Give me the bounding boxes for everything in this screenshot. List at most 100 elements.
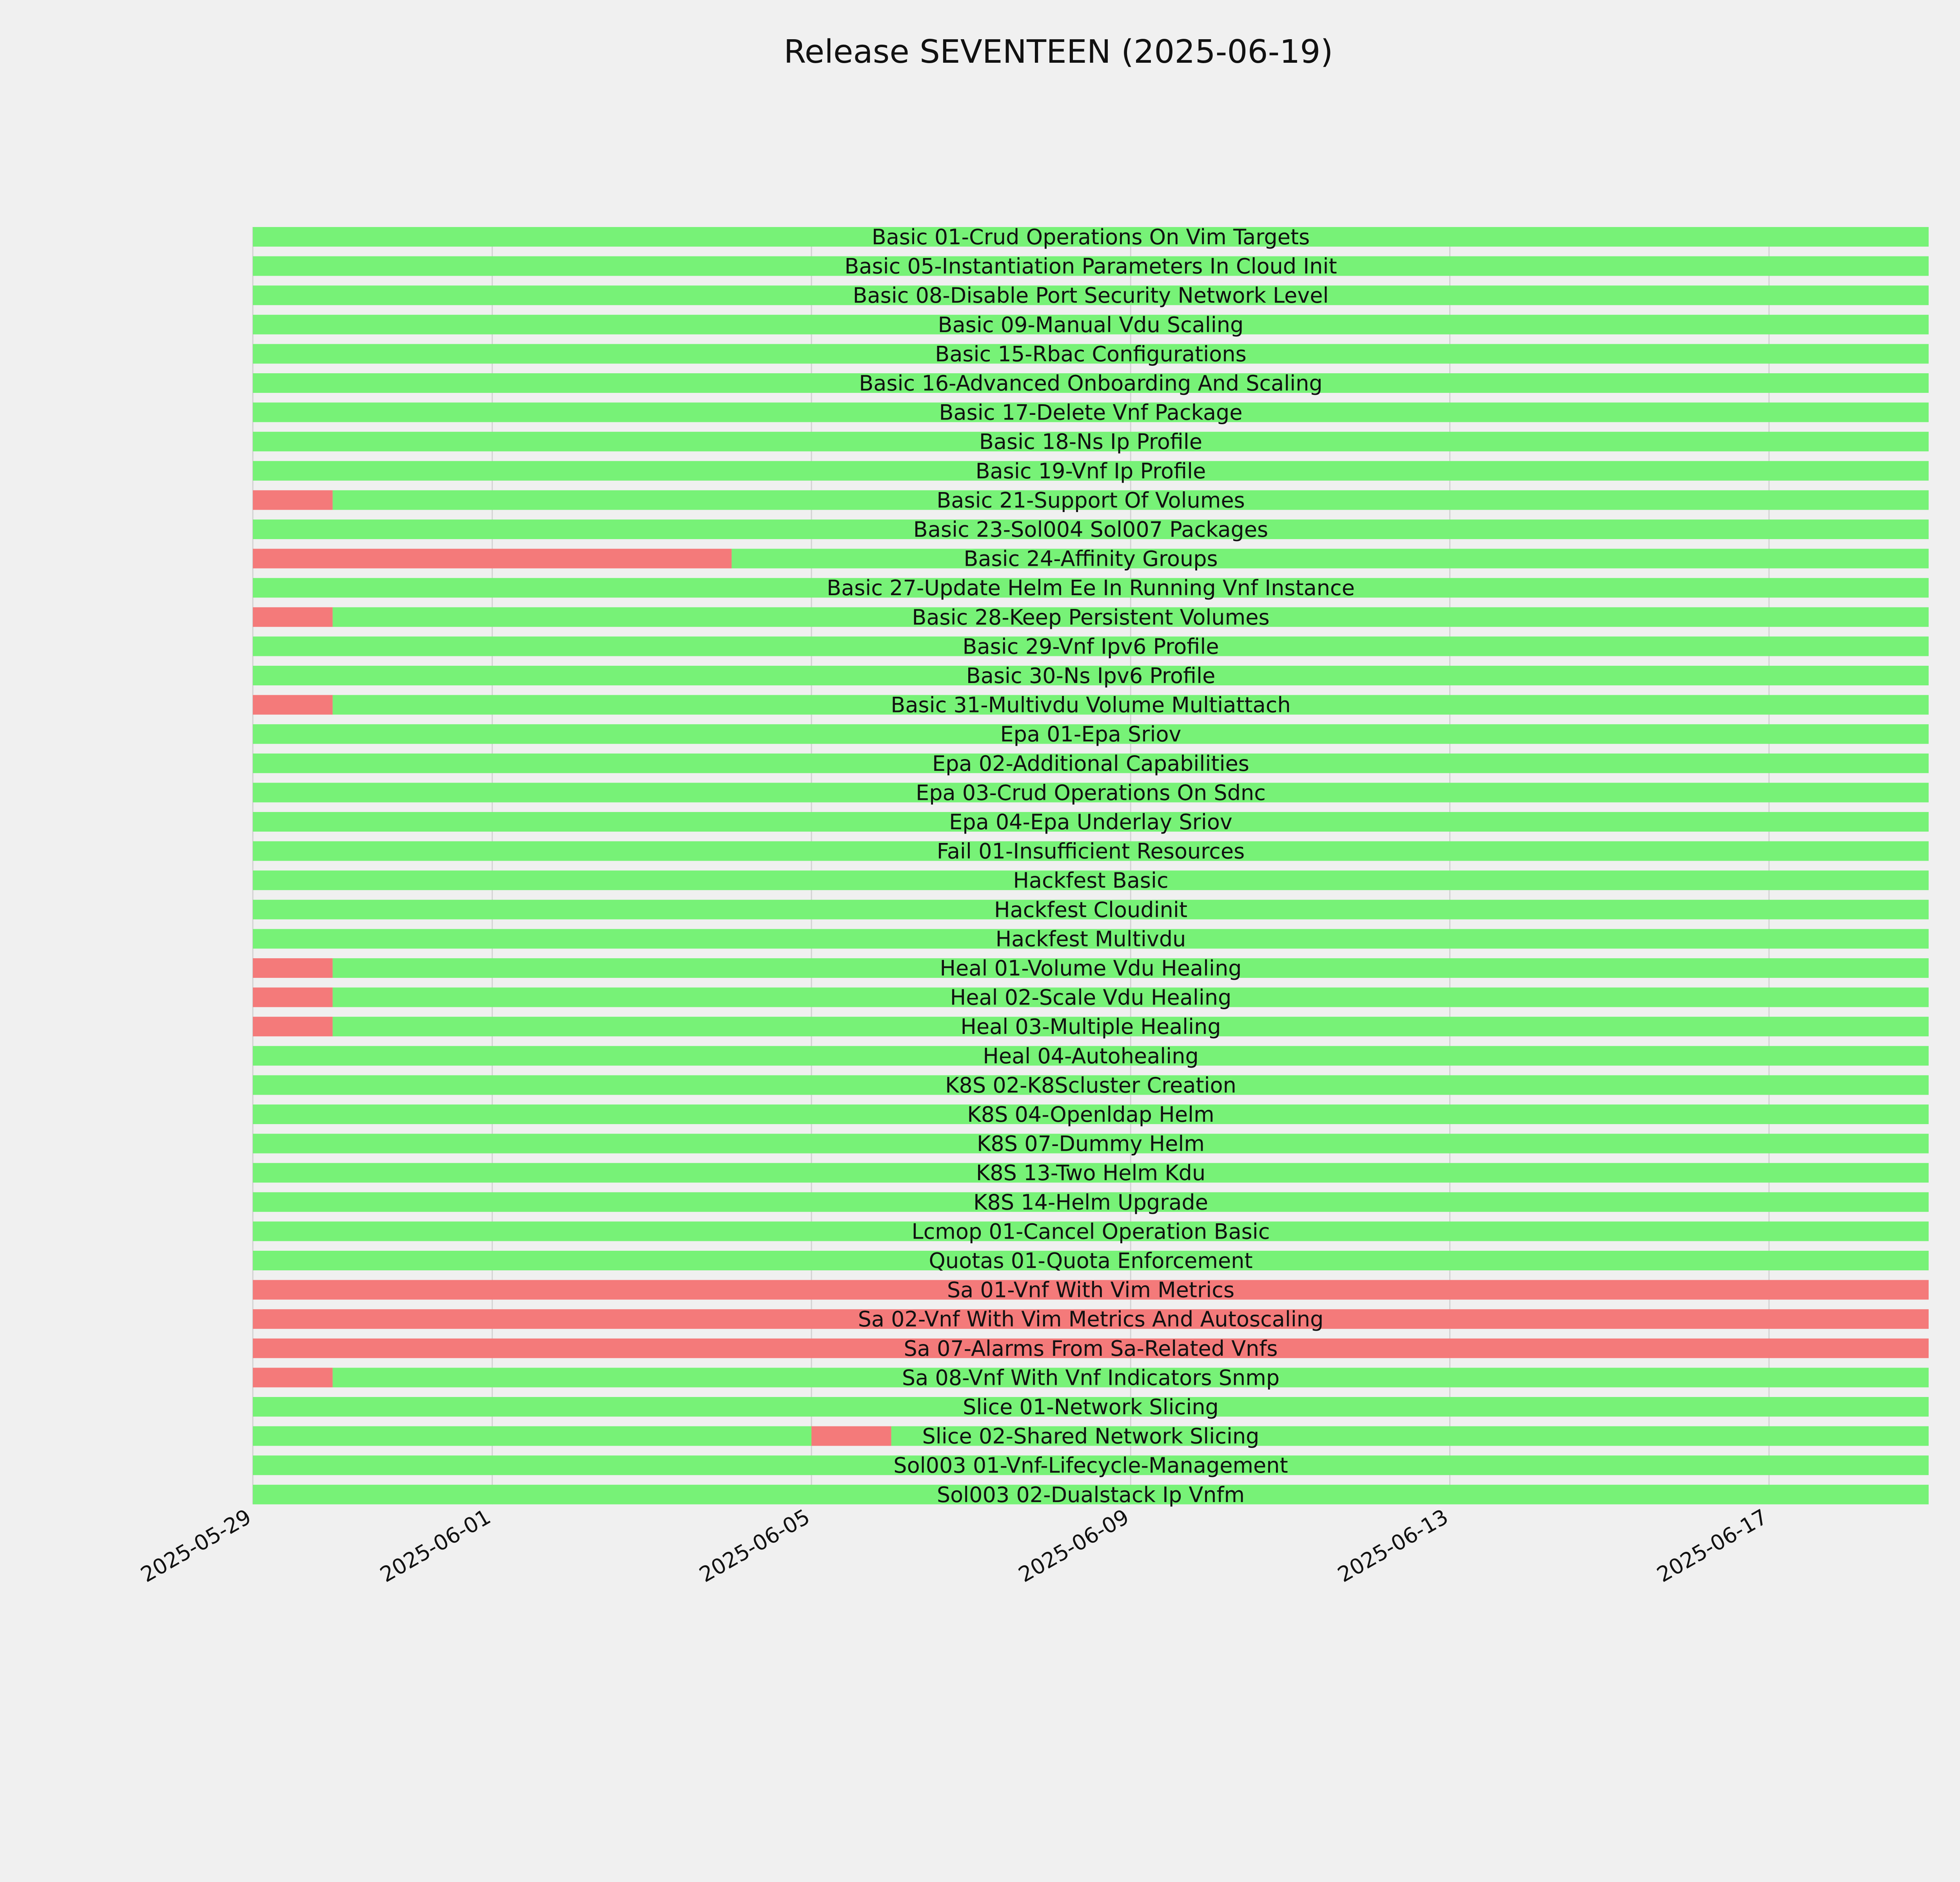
x-tick-label: 2025-06-01 — [376, 1504, 495, 1587]
bar-label: Basic 16-Advanced Onboarding And Scaling — [859, 371, 1323, 396]
bar-segment-pass — [253, 841, 1929, 861]
bar-segment-pass — [332, 695, 1929, 715]
bar-segment-pass — [253, 1163, 1929, 1183]
bar-label: Basic 19-Vnf Ip Profile — [976, 459, 1206, 483]
bar-label: Heal 03-Multiple Healing — [960, 1014, 1221, 1039]
bar-segment-fail — [253, 607, 333, 627]
x-tick-label: 2025-06-17 — [1653, 1504, 1771, 1587]
bar-segment-pass — [253, 344, 1929, 364]
bars — [253, 227, 1929, 1504]
bar-segment-pass — [891, 1426, 1929, 1446]
bar-labels: Basic 01-Crud Operations On Vim Targets B… — [827, 225, 1355, 1507]
bar-segment-pass — [253, 578, 1929, 598]
bar-segment-pass — [253, 1397, 1929, 1417]
bar-segment-pass — [253, 899, 1929, 919]
bar-segment-pass — [253, 1221, 1929, 1241]
x-tick-label: 2025-06-13 — [1334, 1504, 1452, 1587]
bar-segment-pass — [253, 402, 1929, 422]
bar-segment-pass — [731, 549, 1929, 569]
bar-segment-pass — [253, 1192, 1929, 1212]
bar-segment-pass — [253, 753, 1929, 773]
bar-label: Epa 02-Additional Capabilities — [932, 751, 1249, 776]
bar-label: Quotas 01-Quota Enforcement — [929, 1248, 1252, 1273]
bar-label: Basic 18-Ns Ip Profile — [979, 429, 1202, 454]
bar-label: Basic 01-Crud Operations On Vim Targets — [872, 225, 1310, 249]
bar-segment-pass — [253, 666, 1929, 685]
bar-label: Basic 29-Vnf Ipv6 Profile — [962, 634, 1219, 659]
bar-segment-fail — [253, 1309, 1929, 1329]
bar-segment-pass — [253, 870, 1929, 890]
bar-segment-pass — [253, 1484, 1929, 1504]
bar-label: Heal 01-Volume Vdu Healing — [940, 956, 1241, 981]
bar-label: Sol003 01-Vnf-Lifecycle-Management — [893, 1453, 1288, 1478]
bar-segment-pass — [253, 929, 1929, 949]
bar-segment-fail — [253, 695, 333, 715]
bar-segment-pass — [253, 1426, 811, 1446]
bar-label: Sa 08-Vnf With Vnf Indicators Snmp — [902, 1365, 1279, 1390]
bar-label: Basic 17-Delete Vnf Package — [939, 400, 1242, 425]
bar-segment-pass — [253, 256, 1929, 276]
bar-segment-pass — [253, 1075, 1929, 1095]
bar-segment-pass — [253, 1104, 1929, 1124]
bar-segment-pass — [253, 783, 1929, 803]
bar-segment-pass — [253, 520, 1929, 539]
bar-segment-fail — [253, 1280, 1929, 1300]
bar-label: Slice 01-Network Slicing — [963, 1395, 1219, 1419]
bar-label: Sa 02-Vnf With Vim Metrics And Autoscali… — [858, 1307, 1324, 1332]
bar-segment-pass — [253, 724, 1929, 744]
bar-segment-pass — [253, 1046, 1929, 1066]
bar-segment-pass — [253, 373, 1929, 393]
bar-segment-pass — [332, 1017, 1929, 1037]
bar-label: Sa 07-Alarms From Sa-Related Vnfs — [904, 1336, 1278, 1361]
bar-segment-pass — [332, 958, 1929, 978]
bar-label: Basic 15-Rbac Configurations — [935, 342, 1246, 366]
bar-label: Hackfest Basic — [1013, 868, 1168, 893]
bar-label: Basic 21-Support Of Volumes — [936, 488, 1245, 512]
bar-label: Sa 01-Vnf With Vim Metrics — [947, 1278, 1234, 1303]
bar-label: Basic 30-Ns Ipv6 Profile — [966, 663, 1216, 688]
x-tick-label: 2025-05-29 — [136, 1504, 255, 1587]
bar-segment-pass — [332, 607, 1929, 627]
bar-segment-fail — [253, 1338, 1929, 1358]
x-tick-label: 2025-06-05 — [695, 1504, 814, 1587]
bar-label: Basic 27-Update Helm Ee In Running Vnf I… — [827, 576, 1355, 600]
bar-label: Basic 28-Keep Persistent Volumes — [912, 605, 1269, 630]
bar-segment-pass — [253, 461, 1929, 481]
bar-segment-pass — [253, 432, 1929, 452]
bar-label: Slice 02-Shared Network Slicing — [922, 1424, 1259, 1449]
bar-label: Heal 04-Autohealing — [983, 1044, 1199, 1068]
x-tick-label: 2025-06-09 — [1014, 1504, 1133, 1587]
bar-label: Basic 23-Sol004 Sol007 Packages — [913, 517, 1268, 542]
bar-label: K8S 04-Openldap Helm — [967, 1102, 1214, 1127]
bar-label: Hackfest Multivdu — [996, 926, 1186, 951]
bar-segment-fail — [253, 987, 333, 1007]
bar-label: Basic 09-Manual Vdu Scaling — [938, 312, 1244, 337]
bar-segment-pass — [253, 227, 1929, 247]
bar-label: Epa 01-Epa Sriov — [1000, 722, 1181, 747]
bar-label: Heal 02-Scale Vdu Healing — [950, 985, 1232, 1010]
bar-label: K8S 13-Two Helm Kdu — [976, 1161, 1205, 1185]
bar-label: Epa 04-Epa Underlay Sriov — [949, 810, 1232, 834]
bar-segment-pass — [253, 1134, 1929, 1154]
bar-label: Basic 08-Disable Port Security Network L… — [853, 283, 1328, 308]
bar-label: K8S 14-Helm Upgrade — [973, 1190, 1208, 1215]
bar-label: K8S 07-Dummy Helm — [977, 1132, 1205, 1156]
bar-segment-fail — [811, 1426, 891, 1446]
bar-label: Hackfest Cloudinit — [994, 897, 1187, 922]
bar-segment-fail — [253, 958, 333, 978]
bar-label: Basic 24-Affinity Groups — [964, 547, 1218, 571]
bar-label: Basic 05-Instantiation Parameters In Clo… — [844, 254, 1337, 279]
bar-segment-fail — [253, 1368, 333, 1388]
bar-segment-pass — [253, 812, 1929, 832]
bar-label: Sol003 02-Dualstack Ip Vnfm — [937, 1482, 1245, 1507]
bar-segment-pass — [253, 285, 1929, 305]
x-axis-ticks: 2025-05-29 2025-06-01 2025-06-05 2025-06-09… — [136, 1504, 1771, 1587]
bar-segment-pass — [253, 1455, 1929, 1475]
bar-segment-pass — [332, 1368, 1929, 1388]
bar-label: Fail 01-Insufficient Resources — [937, 839, 1245, 864]
bar-segment-pass — [253, 1251, 1929, 1270]
bar-segment-pass — [253, 636, 1929, 656]
bar-label: Epa 03-Crud Operations On Sdnc — [916, 780, 1266, 805]
bar-segment-pass — [253, 314, 1929, 334]
